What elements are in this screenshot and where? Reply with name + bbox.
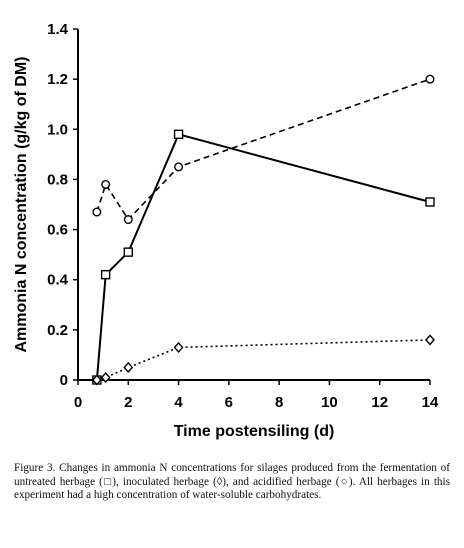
x-tick-label: 0	[74, 394, 82, 411]
y-tick-label: 0.2	[47, 322, 68, 339]
axes	[73, 28, 431, 385]
diamond-point	[91, 374, 102, 386]
x-tick-label: 12	[371, 394, 388, 411]
y-axis-title: Ammonia N concentration (g/kg of DM)	[13, 57, 30, 353]
circle-point	[123, 215, 133, 225]
square-point	[173, 129, 184, 140]
x-tick-label: 4	[174, 394, 183, 411]
y-tick-label: 1.2	[47, 71, 68, 88]
y-tick-label: 1.0	[47, 121, 68, 138]
y-tick-label: 1.4	[47, 21, 69, 38]
circle-point	[425, 74, 435, 84]
series-line-diamond	[96, 339, 431, 381]
x-axis-title: Time postensiling (d)	[174, 423, 335, 440]
x-tick-label: 2	[124, 394, 132, 411]
square-point	[425, 197, 435, 207]
y-tick-label: 0	[60, 372, 68, 389]
circle-point	[174, 162, 184, 172]
x-tick-label: 8	[275, 394, 283, 411]
circle-point	[92, 207, 102, 217]
series-markers	[91, 74, 435, 386]
circle-point	[101, 179, 111, 189]
diamond-point	[425, 334, 435, 346]
square-point	[123, 247, 133, 257]
diamond-point	[123, 361, 134, 374]
y-tick-label: 0.6	[47, 222, 68, 239]
diamond-point	[173, 341, 184, 353]
series-line-square	[95, 133, 431, 381]
ammonia-chart: 0 0.2 0.4 0.6 0.8 1.0 1.2 1.4 0 2 4 6 8 10 12 14 Time po…	[13, 21, 439, 440]
figure-caption: Figure 3. Changes in ammonia N concentra…	[14, 462, 450, 502]
square-point	[100, 270, 111, 280]
y-tick-label: 0.8	[47, 171, 68, 188]
series-line-circle	[96, 78, 431, 221]
y-tick-label: 0.4	[47, 272, 69, 289]
axis-labels: 0 0.2 0.4 0.6 0.8 1.0 1.2 1.4 0 2 4 6 8 10 12 14 Time po…	[13, 21, 439, 440]
diamond-point	[100, 371, 111, 384]
x-tick-label: 14	[422, 394, 439, 411]
x-tick-label: 10	[321, 394, 338, 411]
x-tick-label: 6	[225, 394, 233, 411]
series-lines	[95, 78, 431, 381]
